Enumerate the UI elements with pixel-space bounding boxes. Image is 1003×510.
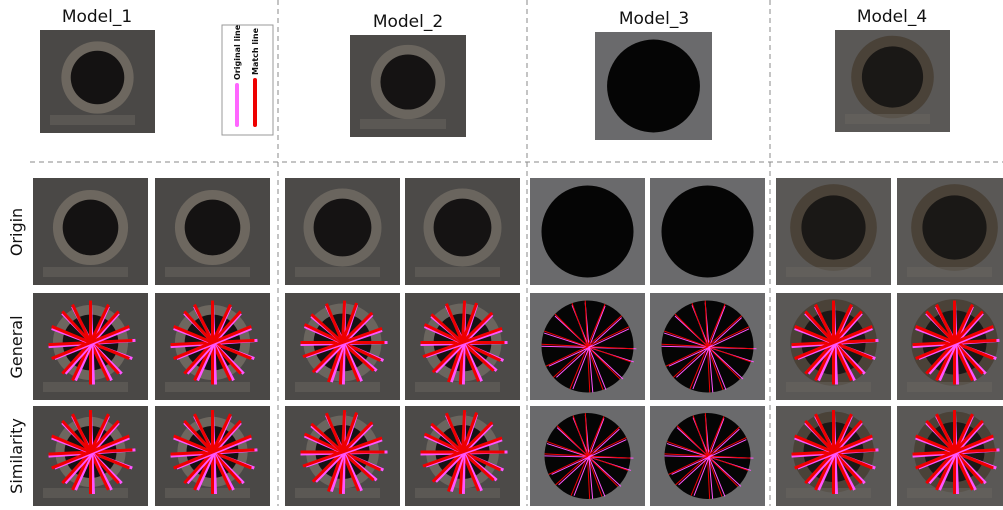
stain xyxy=(50,115,135,125)
stain xyxy=(786,382,871,392)
stain xyxy=(786,488,871,498)
image xyxy=(155,293,270,400)
image xyxy=(650,178,765,285)
model-title: Model_2 xyxy=(373,12,443,32)
stain xyxy=(415,267,500,277)
stain xyxy=(845,114,930,124)
image xyxy=(897,293,1003,400)
hole xyxy=(63,200,119,256)
image xyxy=(650,293,765,400)
stain xyxy=(43,267,128,277)
model-title: Model_1 xyxy=(62,7,132,27)
row-label: General xyxy=(7,315,26,378)
image xyxy=(776,293,891,400)
hole xyxy=(922,195,986,259)
image xyxy=(155,406,270,506)
hole xyxy=(541,185,633,277)
stain xyxy=(43,382,128,392)
hole xyxy=(434,199,492,257)
image xyxy=(405,178,520,285)
image xyxy=(33,293,148,400)
stain xyxy=(907,267,992,277)
stain xyxy=(295,267,380,277)
hole xyxy=(71,51,125,105)
legend-label: Match line xyxy=(251,27,260,75)
hole xyxy=(862,46,923,107)
image xyxy=(776,406,891,506)
image xyxy=(350,35,466,137)
stain xyxy=(165,488,250,498)
stain xyxy=(786,267,871,277)
figure: Model_1 Model_2 Model_3 Model_4 Original… xyxy=(0,0,1003,506)
stain xyxy=(295,488,380,498)
model-title: Model_3 xyxy=(619,9,689,29)
image xyxy=(776,178,891,285)
image xyxy=(285,178,400,285)
hole xyxy=(661,185,753,277)
image xyxy=(897,406,1003,506)
hole xyxy=(801,195,865,259)
stain xyxy=(907,488,992,498)
row-label: Similarity xyxy=(7,418,26,494)
image xyxy=(33,178,148,285)
image xyxy=(285,406,400,506)
image xyxy=(405,293,520,400)
hole xyxy=(380,54,435,109)
stain xyxy=(415,382,500,392)
image xyxy=(40,30,155,133)
row-label: Origin xyxy=(7,208,26,256)
image xyxy=(285,293,400,400)
image xyxy=(530,293,645,400)
image xyxy=(405,406,520,506)
hole xyxy=(607,40,700,133)
stain xyxy=(295,382,380,392)
stain xyxy=(415,488,500,498)
image xyxy=(897,178,1003,285)
stain xyxy=(165,267,250,277)
image xyxy=(595,32,712,140)
image xyxy=(835,30,950,132)
legend: Original line Match line xyxy=(222,24,273,135)
stain xyxy=(165,382,250,392)
image xyxy=(530,406,645,506)
image xyxy=(155,178,270,285)
stain xyxy=(907,382,992,392)
stain xyxy=(43,488,128,498)
hole xyxy=(314,199,372,257)
image xyxy=(530,178,645,285)
model-title: Model_4 xyxy=(857,7,927,27)
image xyxy=(650,406,765,506)
image xyxy=(33,406,148,506)
legend-label: Original line xyxy=(233,24,242,80)
hole xyxy=(185,200,241,256)
stain xyxy=(360,119,446,129)
